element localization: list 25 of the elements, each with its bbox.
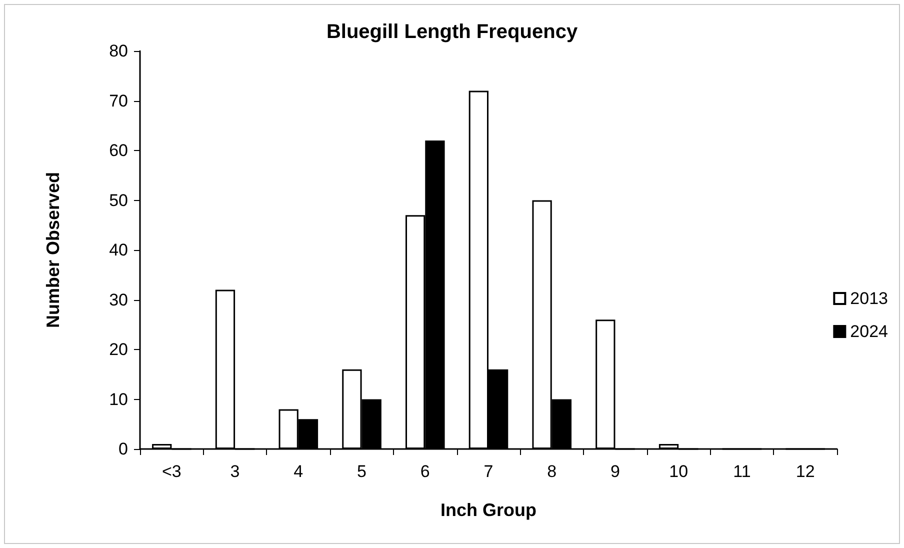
y-tick-label: 70 (109, 91, 128, 110)
y-tick-label: 30 (109, 290, 128, 310)
legend-label: 2013 (850, 289, 888, 308)
x-axis-title: Inch Group (440, 500, 536, 520)
x-tick-label: 11 (733, 462, 751, 481)
x-tick-label: 4 (294, 462, 304, 481)
x-tick-label: 3 (230, 462, 240, 481)
y-tick-label: 0 (118, 440, 128, 458)
y-tick-label: 20 (109, 340, 128, 359)
x-tick-label: 8 (547, 462, 557, 481)
x-tick-label: 9 (610, 462, 620, 481)
y-tick-label: 80 (109, 42, 128, 60)
x-tick-label: 5 (357, 462, 367, 481)
y-tick-label: 60 (109, 141, 128, 160)
y-tick-label: 50 (109, 190, 128, 210)
chart-title: Bluegill Length Frequency (326, 21, 578, 43)
x-tick-label: <3 (162, 462, 182, 481)
legend-label: 2024 (850, 322, 888, 341)
x-tick-label: 12 (796, 462, 815, 481)
y-tick-label: 10 (109, 390, 128, 409)
x-tick-label: 7 (484, 462, 494, 481)
x-tick-label: 6 (420, 462, 430, 481)
x-tick-label: 10 (669, 462, 688, 481)
y-axis-title: Number Observed (43, 172, 63, 328)
y-tick-label: 40 (109, 240, 128, 260)
